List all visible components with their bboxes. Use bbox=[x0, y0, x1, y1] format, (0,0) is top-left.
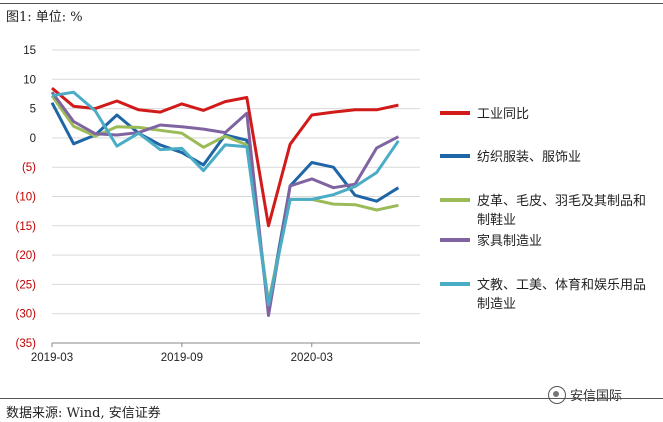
x-tick-label: 2020-03 bbox=[291, 352, 333, 364]
series-line bbox=[50, 94, 399, 304]
watermark-logo: 安信国际 bbox=[548, 385, 622, 404]
source-note: 数据来源: Wind, 安信证券 bbox=[6, 406, 161, 421]
y-tick-label: (5) bbox=[22, 162, 36, 174]
logo-icon bbox=[548, 385, 566, 404]
legend-label: 纺织服装、服饰业 bbox=[477, 150, 581, 165]
x-tick-label: 2019-03 bbox=[31, 352, 73, 364]
series-lines bbox=[50, 86, 400, 317]
y-tick-label: (20) bbox=[16, 250, 37, 262]
y-tick-label: (25) bbox=[16, 279, 37, 291]
y-tick-label: 10 bbox=[23, 74, 36, 86]
x-tick-label: 2019-09 bbox=[161, 352, 203, 364]
legend-label: 家具制造业 bbox=[477, 233, 542, 249]
watermark-text: 安信国际 bbox=[570, 389, 623, 404]
series-line bbox=[51, 86, 399, 228]
figure-label: 图1: 单位: % bbox=[6, 10, 83, 25]
line-chart: 15 10 5 0 (5) (10) (15) (20) (25) (30) (35) 2019-0… bbox=[16, 45, 646, 364]
y-tick-label: (30) bbox=[16, 309, 37, 321]
bottom-rule bbox=[0, 398, 663, 399]
legend-label: 制鞋业 bbox=[477, 212, 516, 228]
legend-label: 皮革、毛皮、羽毛及其制品和 bbox=[477, 194, 646, 209]
y-tick-label: (15) bbox=[16, 221, 37, 233]
y-tick-label: 15 bbox=[23, 45, 36, 57]
legend: 工业同比纺织服装、服饰业皮革、毛皮、羽毛及其制品和制鞋业家具制造业文教、工美、体… bbox=[440, 107, 646, 312]
legend-label: 工业同比 bbox=[477, 107, 529, 122]
y-tick-label: 5 bbox=[30, 104, 36, 116]
top-rule bbox=[0, 3, 663, 4]
y-tick-label: 0 bbox=[30, 133, 36, 145]
series-line bbox=[51, 90, 400, 307]
legend-label: 文教、工美、体育和娱乐用品 bbox=[477, 277, 646, 293]
legend-label: 制造业 bbox=[477, 297, 516, 312]
y-axis-ticks: 15 10 5 0 (5) (10) (15) (20) (25) (30) (35) bbox=[16, 45, 37, 350]
y-tick-label: (10) bbox=[16, 192, 37, 204]
x-axis: 2019-03 2019-09 2020-03 bbox=[31, 342, 420, 364]
y-tick-label: (35) bbox=[16, 338, 37, 350]
